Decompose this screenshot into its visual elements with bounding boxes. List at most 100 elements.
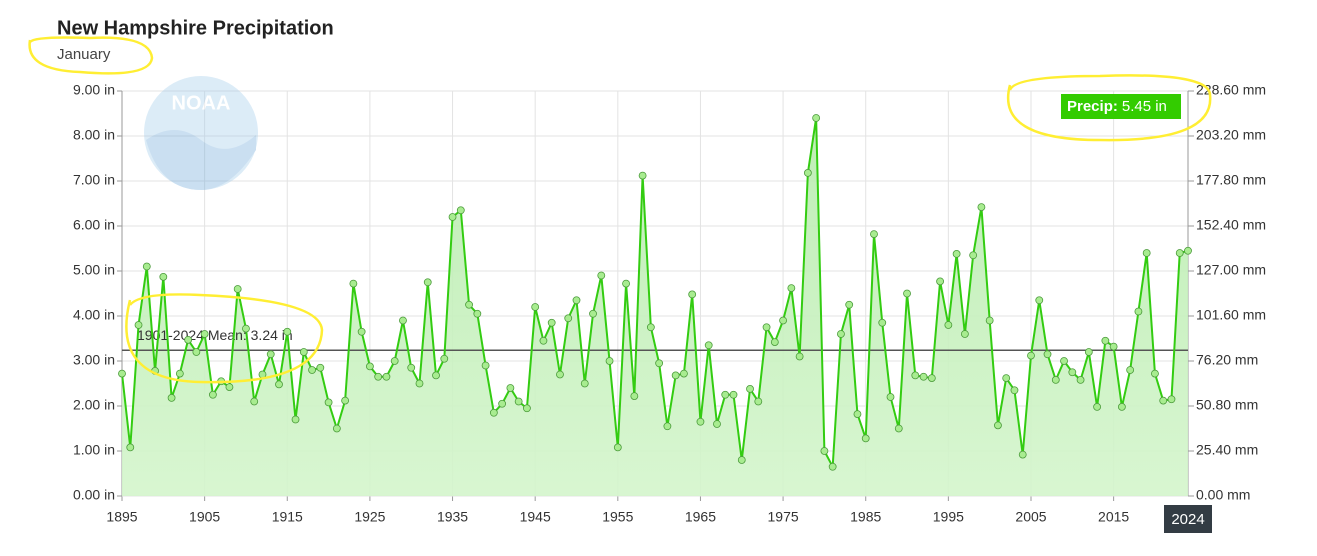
- point: [1084, 348, 1093, 356]
- y-tick-label: 2.00 in: [73, 397, 115, 413]
- highlight-ellipse: [125, 293, 324, 384]
- point: [233, 285, 242, 293]
- point: [911, 371, 920, 380]
- y-tick-label: 9.00 in: [73, 82, 115, 98]
- point: [175, 369, 184, 378]
- point: [812, 114, 821, 122]
- point: [630, 392, 639, 401]
- area: [122, 118, 1188, 496]
- point: [936, 277, 944, 286]
- x-tick-label: 1915: [272, 509, 303, 525]
- y2-tick-label: 50.80 mm: [1196, 397, 1258, 413]
- point: [556, 370, 564, 379]
- point: [539, 336, 548, 345]
- point: [1151, 369, 1159, 378]
- point: [283, 327, 292, 336]
- point: [456, 206, 465, 215]
- point: [506, 384, 515, 392]
- point: [514, 397, 523, 406]
- point: [481, 361, 490, 370]
- point: [1068, 368, 1077, 377]
- point: [572, 296, 581, 305]
- y2-tick-label: 228.60 mm: [1196, 82, 1266, 98]
- y-tick-label: 3.00 in: [73, 352, 115, 368]
- watermark: NOAA: [172, 92, 231, 114]
- point: [1159, 396, 1168, 405]
- overlay: Precip: 5.45 in 2024: [1061, 94, 1212, 533]
- point: [994, 421, 1002, 430]
- point: [374, 372, 383, 381]
- point: [688, 290, 697, 299]
- y-tick-label: 5.00 in: [73, 262, 115, 278]
- point: [721, 390, 730, 399]
- point: [473, 309, 482, 318]
- point: [1167, 395, 1176, 404]
- y2-tick-label: 152.40 mm: [1196, 217, 1266, 233]
- point: [820, 447, 829, 455]
- point: [1043, 350, 1052, 359]
- point: [746, 384, 754, 393]
- point: [729, 390, 738, 399]
- point: [919, 372, 928, 381]
- point: [696, 417, 705, 426]
- point: [663, 422, 672, 431]
- point: [787, 284, 796, 293]
- point: [580, 379, 589, 388]
- point: [795, 352, 804, 361]
- point: [886, 393, 895, 401]
- point: [1002, 374, 1011, 383]
- point: [878, 318, 887, 327]
- point: [870, 230, 878, 239]
- point: [1126, 366, 1135, 374]
- point: [861, 434, 870, 443]
- point: [142, 262, 151, 271]
- point: [985, 316, 994, 325]
- point: [316, 363, 325, 372]
- x-tick-label: 1945: [520, 509, 551, 525]
- point: [250, 397, 259, 406]
- point: [779, 316, 787, 325]
- point: [432, 371, 440, 380]
- point: [1027, 351, 1035, 360]
- point: [1035, 296, 1044, 305]
- point: [291, 415, 300, 424]
- point: [1134, 307, 1143, 316]
- point: [523, 404, 531, 413]
- point: [498, 399, 507, 408]
- x-tick-label: 2015: [1098, 509, 1129, 525]
- crosshair-label: 2024: [1171, 511, 1204, 528]
- point: [407, 363, 416, 372]
- point: [1010, 386, 1019, 395]
- point: [465, 300, 473, 309]
- point: [266, 350, 275, 359]
- point: [1076, 375, 1085, 384]
- y2-tick-label: 127.00 mm: [1196, 262, 1266, 278]
- x-tick-label: 1925: [354, 509, 385, 525]
- tooltip-label: Precip:: [1067, 98, 1118, 115]
- tooltip-text: Precip: 5.45 in: [1067, 98, 1167, 115]
- point: [762, 323, 771, 332]
- point: [382, 372, 391, 381]
- point: [184, 335, 193, 344]
- point: [167, 393, 176, 402]
- point: [1184, 246, 1192, 255]
- point: [837, 330, 845, 338]
- point: [390, 357, 399, 365]
- mean-label: 1901-2024 Mean: 3.24 in: [137, 327, 293, 343]
- point: [324, 398, 333, 407]
- point: [737, 456, 746, 464]
- y2-tick-label: 177.80 mm: [1196, 172, 1266, 188]
- point: [349, 279, 358, 288]
- x-tick-label: 1965: [685, 509, 716, 525]
- point: [655, 359, 664, 368]
- tooltip-value: 5.45 in: [1122, 98, 1167, 115]
- x-tick-label: 1935: [437, 509, 468, 525]
- point: [605, 357, 614, 365]
- point: [423, 278, 432, 287]
- point: [118, 369, 126, 378]
- point: [192, 348, 201, 356]
- point: [754, 397, 763, 406]
- chart-subtitle: January: [57, 46, 111, 63]
- point: [952, 249, 961, 258]
- point: [927, 374, 936, 383]
